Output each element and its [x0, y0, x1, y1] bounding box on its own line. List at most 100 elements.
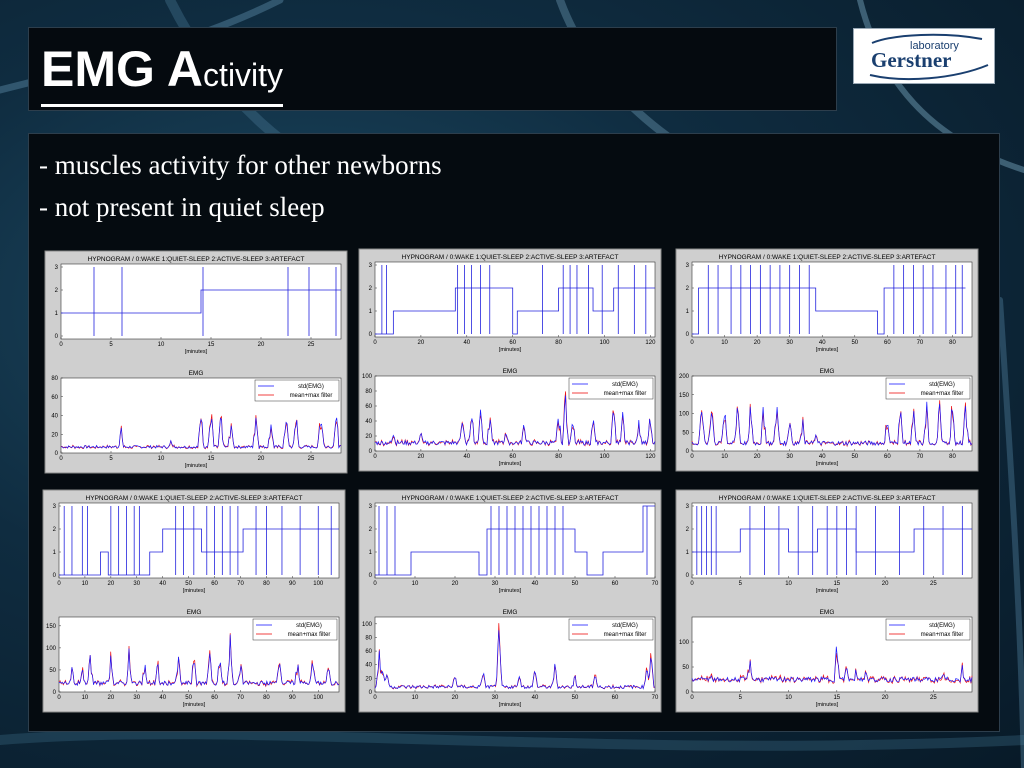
- hypnogram-xtick-label: 20: [258, 342, 265, 348]
- emg-ytick-label: 0: [55, 451, 59, 457]
- emg-legend: std(EMG) mean+max filter: [568, 377, 654, 400]
- hypnogram-xtick-label: 20: [754, 340, 761, 346]
- hypnogram-axes: [691, 502, 973, 579]
- hypnogram-xtick-label: 40: [159, 581, 166, 587]
- emg-xtick-label: 70: [652, 695, 659, 701]
- emg-xtick-label: 40: [819, 454, 826, 460]
- hypnogram-axes: [374, 261, 656, 338]
- hypnogram-xtick-label: 80: [949, 340, 956, 346]
- hypnogram-xlabel: [minutes]: [183, 588, 206, 594]
- emg-xtick-label: 25: [930, 695, 937, 701]
- emg-std-series: [374, 630, 656, 690]
- emg-xtick-label: 40: [159, 695, 166, 701]
- hypnogram-title: HYPNOGRAM / 0:WAKE 1:QUIET-SLEEP 2:ACTIV…: [86, 495, 303, 502]
- emg-xlabel: [minutes]: [499, 702, 522, 708]
- hypnogram-xtick-label: 25: [308, 342, 315, 348]
- hypnogram-ytick-label: 0: [369, 573, 373, 579]
- emg-ytick-label: 60: [51, 395, 58, 401]
- emg-title: EMG: [503, 368, 518, 375]
- hypnogram-ytick-label: 3: [55, 265, 59, 271]
- emg-title: EMG: [503, 609, 518, 616]
- emg-xtick-label: 50: [185, 695, 192, 701]
- emg-xlabel: [minutes]: [183, 702, 206, 708]
- gerstner-logo-icon: laboratory Gerstner: [869, 33, 989, 81]
- hypnogram-ytick-label: 2: [55, 288, 59, 294]
- bullet-item: - muscles activity for other newborns: [39, 150, 442, 180]
- hypnogram-series: [692, 287, 966, 335]
- hypnogram-series: [375, 505, 655, 576]
- hypnogram-ytick-label: 2: [369, 286, 373, 292]
- figure-panel: HYPNOGRAM / 0:WAKE 1:QUIET-SLEEP 2:ACTIV…: [675, 248, 979, 472]
- emg-std-series: [58, 634, 340, 687]
- hypnogram-ytick-label: 1: [686, 309, 690, 315]
- emg-xtick-label: 100: [313, 695, 324, 701]
- emg-legend: std(EMG) mean+max filter: [254, 379, 340, 402]
- hypnogram-ytick-label: 2: [369, 527, 373, 533]
- legend-std-label: std(EMG): [298, 384, 324, 390]
- hypnogram-xtick-label: 30: [786, 340, 793, 346]
- legend-box: [568, 377, 654, 400]
- emg-xtick-label: 20: [452, 695, 459, 701]
- emg-xtick-label: 0: [57, 695, 61, 701]
- emg-xtick-label: 0: [373, 454, 377, 460]
- emg-title: EMG: [187, 609, 202, 616]
- emg-xtick-label: 20: [418, 454, 425, 460]
- hypnogram-xtick-label: 25: [930, 581, 937, 587]
- hypnogram-xtick-label: 20: [452, 581, 459, 587]
- emg-xtick-label: 70: [237, 695, 244, 701]
- emg-xlabel: [minutes]: [816, 702, 839, 708]
- hypnogram-xtick-label: 15: [833, 581, 840, 587]
- hypnogram-xtick-label: 15: [208, 342, 215, 348]
- emg-xtick-label: 0: [373, 695, 377, 701]
- emg-xtick-label: 60: [211, 695, 218, 701]
- hypnogram-xtick-label: 0: [690, 581, 694, 587]
- legend-box: [568, 618, 654, 641]
- emg-xtick-label: 80: [949, 454, 956, 460]
- hypnogram-series: [375, 287, 655, 335]
- legend-filter-label: mean+max filter: [288, 632, 331, 638]
- hypnogram-axes: [691, 261, 973, 338]
- hypnogram-xtick-label: 5: [109, 342, 113, 348]
- hypnogram-xtick-label: 5: [739, 581, 743, 587]
- emg-ytick-label: 100: [679, 412, 690, 418]
- emg-ytick-label: 50: [49, 668, 56, 674]
- hypnogram-ytick-label: 1: [686, 550, 690, 556]
- emg-ytick-label: 0: [369, 449, 373, 455]
- hypnogram-xlabel: [minutes]: [816, 588, 839, 594]
- emg-xtick-label: 0: [690, 695, 694, 701]
- emg-xtick-label: 30: [492, 695, 499, 701]
- emg-ytick-label: 50: [682, 665, 689, 671]
- title-bar: EMG Activity: [28, 27, 837, 111]
- legend-filter-label: mean+max filter: [604, 391, 647, 397]
- legend-std-label: std(EMG): [296, 623, 322, 629]
- hypnogram-xtick-label: 70: [917, 340, 924, 346]
- emg-xtick-label: 60: [884, 454, 891, 460]
- emg-ytick-label: 0: [53, 690, 57, 696]
- legend-std-label: std(EMG): [612, 623, 638, 629]
- emg-ytick-label: 40: [51, 414, 58, 420]
- hypnogram-xtick-label: 120: [645, 340, 656, 346]
- legend-std-label: std(EMG): [929, 382, 955, 388]
- hypnogram-xtick-label: 0: [59, 342, 63, 348]
- emg-xtick-label: 15: [833, 695, 840, 701]
- legend-std-label: std(EMG): [612, 382, 638, 388]
- hypnogram-ytick-label: 0: [55, 334, 59, 340]
- hypnogram-ytick-label: 1: [369, 550, 373, 556]
- emg-std-series: [691, 401, 973, 447]
- hypnogram-xtick-label: 10: [721, 340, 728, 346]
- figure-panel: HYPNOGRAM / 0:WAKE 1:QUIET-SLEEP 2:ACTIV…: [358, 248, 662, 472]
- hypnogram-ytick-label: 2: [686, 286, 690, 292]
- emg-xtick-label: 50: [572, 695, 579, 701]
- hypnogram-xtick-label: 100: [313, 581, 324, 587]
- legend-box: [252, 618, 338, 641]
- hypnogram-ytick-label: 3: [686, 504, 690, 510]
- emg-ytick-label: 80: [365, 389, 372, 395]
- emg-ytick-label: 50: [682, 430, 689, 436]
- hypnogram-xtick-label: 0: [373, 340, 377, 346]
- emg-ytick-label: 200: [679, 374, 690, 380]
- hypnogram-xtick-label: 10: [82, 581, 89, 587]
- emg-xtick-label: 50: [851, 454, 858, 460]
- hypnogram-xtick-label: 50: [185, 581, 192, 587]
- hypnogram-xtick-label: 40: [819, 340, 826, 346]
- page-title: EMG Activity: [41, 40, 284, 107]
